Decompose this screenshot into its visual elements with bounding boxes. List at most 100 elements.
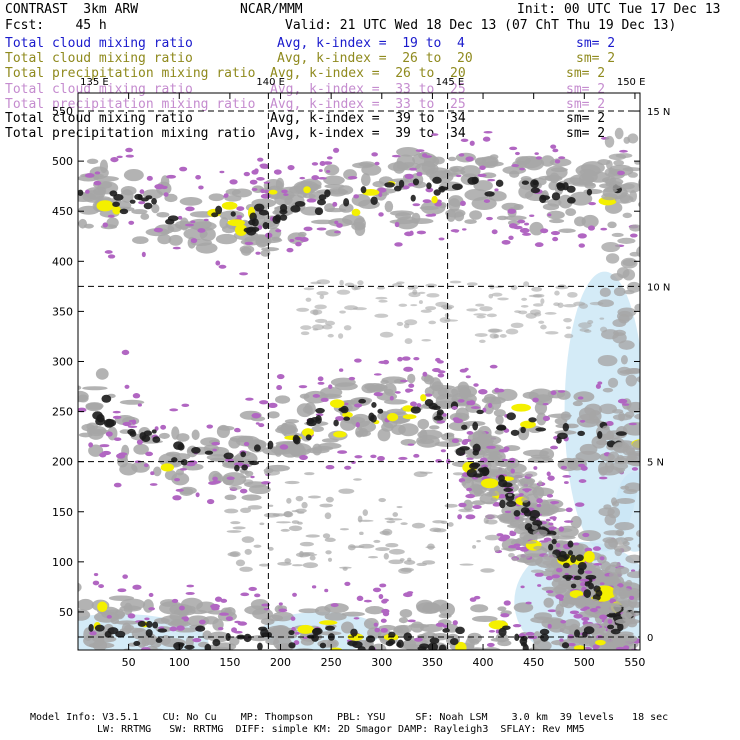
precip-speckle [213, 692, 220, 694]
deep-convective-cell [615, 431, 627, 436]
cloud-blob [569, 191, 593, 206]
cloud-blob [206, 454, 229, 461]
precip-speckle [218, 612, 229, 616]
precip-speckle [251, 188, 258, 191]
cloud-blob [362, 509, 368, 516]
cloud-blob [611, 633, 638, 644]
precip-speckle [85, 189, 90, 194]
precip-speckle [179, 467, 188, 471]
cloud-blob [601, 242, 620, 253]
deep-convective-cell [180, 459, 188, 466]
cloud-blob [252, 608, 274, 620]
cloud-blob [294, 658, 319, 670]
deep-convective-cell [310, 417, 321, 422]
mid-cloud-patch [112, 205, 121, 215]
cloud-blob [557, 457, 580, 472]
precip-speckle [442, 624, 448, 628]
precip-speckle [98, 584, 105, 589]
deep-convective-cell [471, 176, 479, 185]
precip-speckle [599, 655, 607, 658]
precip-speckle [146, 175, 153, 181]
deep-convective-cell [119, 208, 129, 215]
precip-speckle [496, 388, 505, 393]
legend-name: Total cloud mixing ratio [5, 51, 193, 66]
deep-convective-cell [556, 437, 562, 444]
cloud-blob [99, 159, 109, 174]
deep-convective-cell [377, 408, 384, 414]
cloud-blob [146, 662, 158, 674]
precip-speckle [573, 613, 583, 619]
cloud-blob [114, 620, 139, 625]
mid-cloud-patch [520, 420, 536, 429]
precip-speckle [416, 403, 422, 408]
deep-convective-cell [574, 629, 580, 638]
precip-speckle [110, 157, 119, 163]
cloud-blob [499, 334, 507, 338]
precip-speckle [432, 368, 441, 373]
cloud-blob [607, 377, 619, 388]
precip-speckle [177, 215, 183, 220]
cloud-blob [314, 318, 328, 323]
precip-speckle [372, 587, 382, 593]
cloud-blob [374, 313, 389, 318]
precip-speckle [257, 157, 264, 162]
cloud-blob [614, 127, 624, 140]
cloud-blob [300, 331, 310, 336]
y-tick-label: 300 [52, 355, 73, 368]
cloud-blob [384, 517, 394, 521]
deep-convective-cell [567, 540, 574, 548]
cloud-blob [632, 439, 640, 450]
precip-speckle [589, 608, 598, 613]
mid-cloud-patch [333, 431, 347, 438]
precip-speckle [542, 402, 549, 406]
precip-speckle [203, 218, 209, 222]
legend-avg: Avg, k-index = 33 to 25 [270, 97, 466, 112]
deep-convective-cell [78, 189, 84, 196]
cloud-blob [511, 557, 518, 562]
precip-speckle [260, 165, 270, 169]
cloud-blob [481, 172, 497, 179]
x-tick-label: 50 [122, 656, 136, 669]
cloud-blob [474, 333, 488, 337]
precip-speckle [582, 532, 590, 538]
cloud-blob [383, 399, 408, 405]
cloud-blob [98, 186, 107, 195]
cloud-blob [491, 292, 503, 297]
precip-speckle [226, 476, 235, 481]
cloud-blob [156, 211, 170, 218]
mid-cloud-patch [329, 399, 345, 408]
cloud-field-layer [78, 127, 640, 695]
forecast-hour: Fcst: 45 h [5, 18, 107, 33]
cloud-blob [281, 425, 297, 435]
precip-speckle [536, 503, 542, 508]
cloud-blob [153, 668, 175, 675]
precip-speckle [244, 691, 253, 695]
deep-convective-cell [495, 179, 504, 187]
cloud-blob [516, 558, 537, 563]
deep-convective-cell [145, 629, 153, 637]
mid-cloud-patch [227, 219, 246, 227]
precip-speckle [223, 194, 229, 198]
cloud-blob [463, 499, 473, 511]
precip-speckle [212, 476, 218, 481]
precip-speckle [259, 400, 269, 405]
mid-cloud-patch [362, 189, 380, 196]
cloud-blob [497, 606, 507, 612]
precip-speckle [255, 422, 260, 425]
deep-convective-cell [548, 543, 554, 551]
cloud-blob [448, 156, 457, 162]
cloud-blob [241, 494, 262, 501]
cloud-blob [293, 648, 315, 650]
deep-convective-cell [279, 209, 288, 215]
cloud-blob [620, 485, 630, 490]
cloud-blob [470, 604, 489, 613]
cloud-blob [233, 454, 244, 463]
cloud-blob [547, 413, 572, 419]
precip-speckle [116, 155, 123, 159]
cloud-blob [250, 599, 270, 611]
cloud-blob [398, 657, 423, 667]
cloud-blob [88, 444, 104, 457]
cloud-blob [625, 554, 640, 564]
precip-speckle [520, 585, 525, 589]
cloud-blob [280, 528, 290, 532]
